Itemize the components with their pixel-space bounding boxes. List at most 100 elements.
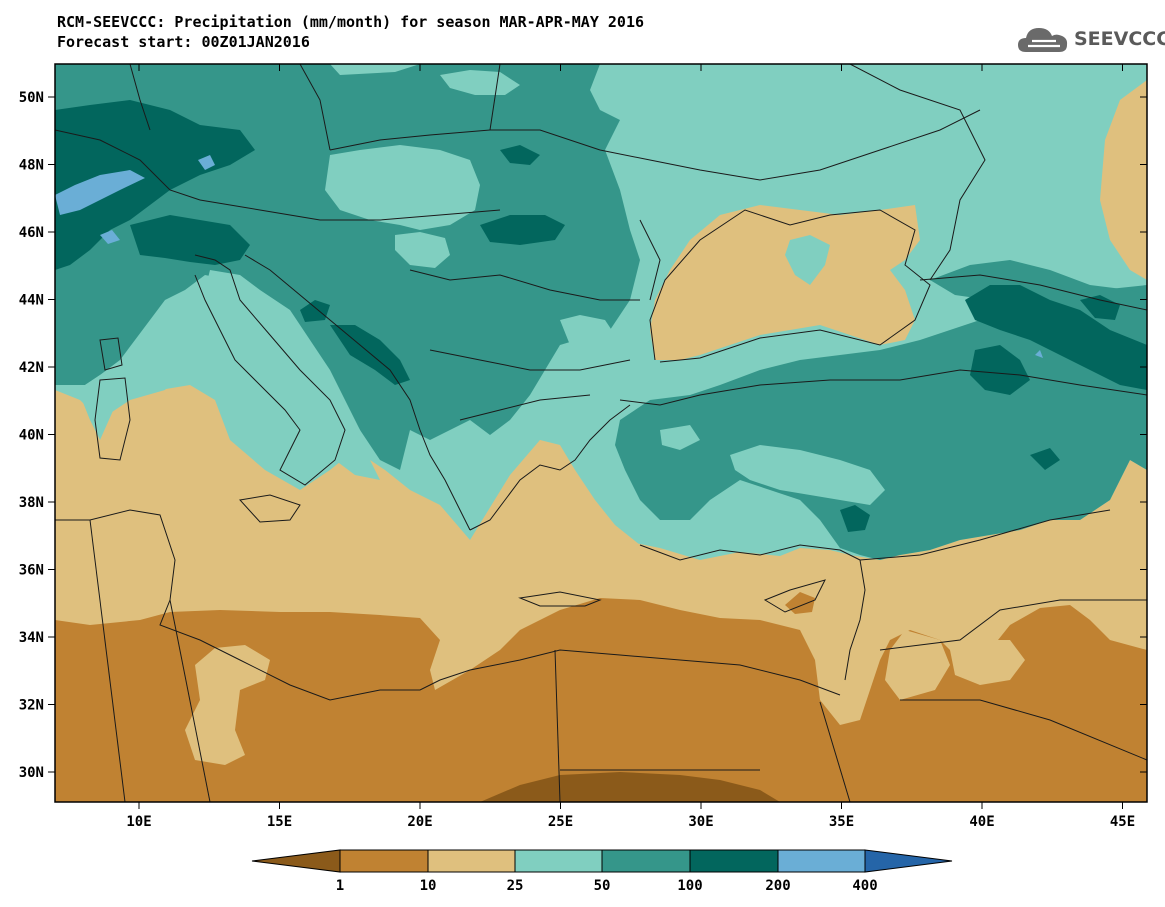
field-10-25-northeast: [1100, 80, 1147, 280]
border-algeria: [89, 519, 126, 802]
border-central-4: [489, 64, 501, 131]
coast-black-sea: [649, 209, 931, 363]
field-25-50-italy-west: [205, 270, 380, 480]
colorbar-label: 10: [420, 878, 437, 894]
colorbar-lt1: [251, 849, 341, 873]
field-200-400-caucasus: [1035, 350, 1043, 358]
border-france: [55, 129, 201, 201]
field-100-200-kurdistan: [1030, 448, 1060, 470]
border-caucasus: [919, 274, 1147, 311]
title-line-1: RCM-SEEVCCC: Precipitation (mm/month) fo…: [57, 13, 644, 31]
field-25-50-anatolia-center: [730, 445, 885, 505]
colorbar: 1 10 25 50 100 200 400: [251, 849, 953, 894]
border-balkan-3: [459, 394, 591, 421]
colorbar-label: 25: [507, 878, 524, 894]
latitude-axis: 50N 48N 46N 44N 42N 40N 38N 36N 34N 32N 30N: [19, 90, 1147, 781]
field-200-400-alps-small: [198, 155, 215, 170]
lat-label: 32N: [19, 698, 44, 714]
map-title: RCM-SEEVCCC: Precipitation (mm/month) fo…: [57, 12, 644, 52]
coast-adriatic-east: [244, 254, 471, 531]
lat-label: 36N: [19, 563, 44, 579]
map-frame: [54, 63, 1148, 803]
colorbar-100-200: [689, 849, 779, 873]
lon-label: 25E: [548, 814, 573, 830]
colorbar-label: 200: [765, 878, 790, 894]
field-25-50-pannonia: [395, 232, 450, 268]
coast-cyprus: [763, 579, 826, 613]
colorbar-1-10: [339, 849, 429, 873]
field-10-25-arabia: [950, 640, 1025, 685]
lat-label: 30N: [19, 765, 44, 781]
border-central-2: [329, 129, 601, 151]
field-50-100-anatolia: [615, 285, 1147, 560]
coast-africa-north: [55, 509, 841, 701]
border-central-3: [299, 64, 331, 151]
lon-label: 40E: [969, 814, 994, 830]
field-100-200-carpathian: [480, 215, 565, 245]
border-tunisia: [169, 599, 211, 802]
field-25-50-sardinia: [55, 355, 180, 420]
field-100-200-caucasus: [965, 285, 1147, 390]
border-russia: [849, 64, 986, 281]
colorbar-10-25: [427, 849, 516, 873]
lat-label: 50N: [19, 90, 44, 106]
lon-label: 30E: [688, 814, 713, 830]
title-line-2: Forecast start: 00Z01JAN2016: [57, 33, 310, 51]
field-10-25-black-sea: [650, 205, 920, 360]
longitude-axis: 10E 15E 20E 25E 30E 35E 40E 45E: [126, 64, 1135, 830]
lon-label: 20E: [407, 814, 432, 830]
field-25-50-anatolia-west: [660, 425, 700, 450]
colorbar-label: 1: [336, 878, 344, 894]
coast-greece: [469, 404, 631, 531]
lat-label: 44N: [19, 293, 44, 309]
field-100-200-taurus: [840, 505, 870, 532]
border-ukraine-2: [639, 219, 661, 301]
seevccc-logo: SEEVCCC: [1016, 22, 1165, 58]
field-200-400-alps-2: [100, 230, 120, 244]
coast-anatolia-south: [639, 544, 861, 561]
lat-label: 34N: [19, 630, 44, 646]
colorbar-200-400: [777, 849, 866, 873]
field-25-50-hungary: [325, 145, 480, 230]
coast-crete: [518, 591, 602, 607]
field-25-50-poland: [440, 70, 520, 95]
field-100-200-alps: [130, 215, 250, 265]
border-turkey-north: [619, 369, 1147, 406]
border-syria-turkey: [859, 509, 1111, 561]
colorbar-label: 400: [852, 878, 877, 894]
lat-label: 46N: [19, 225, 44, 241]
field-100-200-slovakia: [500, 145, 540, 165]
border-saudi: [900, 699, 1147, 761]
field-100-200-anatolia-east: [970, 345, 1030, 395]
colorbar-label: 50: [594, 878, 611, 894]
field-25-50-romania: [560, 315, 615, 345]
field-lt1-egypt: [480, 772, 780, 802]
field-100-200-caucasus-east: [1080, 295, 1120, 320]
border-central-1: [199, 199, 501, 221]
field-25-50-crimea: [785, 235, 830, 285]
field-10-25-gulf-of-sidra: [185, 645, 270, 765]
border-west-2: [129, 64, 151, 131]
lat-label: 38N: [19, 495, 44, 511]
colorbar-label: 100: [677, 878, 702, 894]
lat-label: 42N: [19, 360, 44, 376]
border-balkan-1: [409, 269, 640, 301]
field-200-400-west: [55, 170, 145, 215]
border-sinai: [819, 701, 851, 802]
lon-label: 10E: [126, 814, 151, 830]
coast-sardinia: [94, 377, 131, 461]
colorbar-gt400: [864, 849, 953, 873]
coast-corsica: [99, 337, 123, 371]
coast-italy: [194, 254, 346, 486]
border-balkan-2: [429, 349, 631, 371]
border-libya-egypt: [554, 649, 561, 802]
coast-sicily: [239, 494, 301, 523]
coastlines-borders: [55, 64, 1147, 802]
lat-label: 48N: [19, 158, 44, 174]
lon-label: 35E: [829, 814, 854, 830]
border-iraq: [879, 599, 1147, 651]
field-100-200-balkan: [300, 300, 330, 322]
border-ukraine-1: [599, 109, 981, 181]
cloud-logo-icon: [1018, 28, 1068, 52]
